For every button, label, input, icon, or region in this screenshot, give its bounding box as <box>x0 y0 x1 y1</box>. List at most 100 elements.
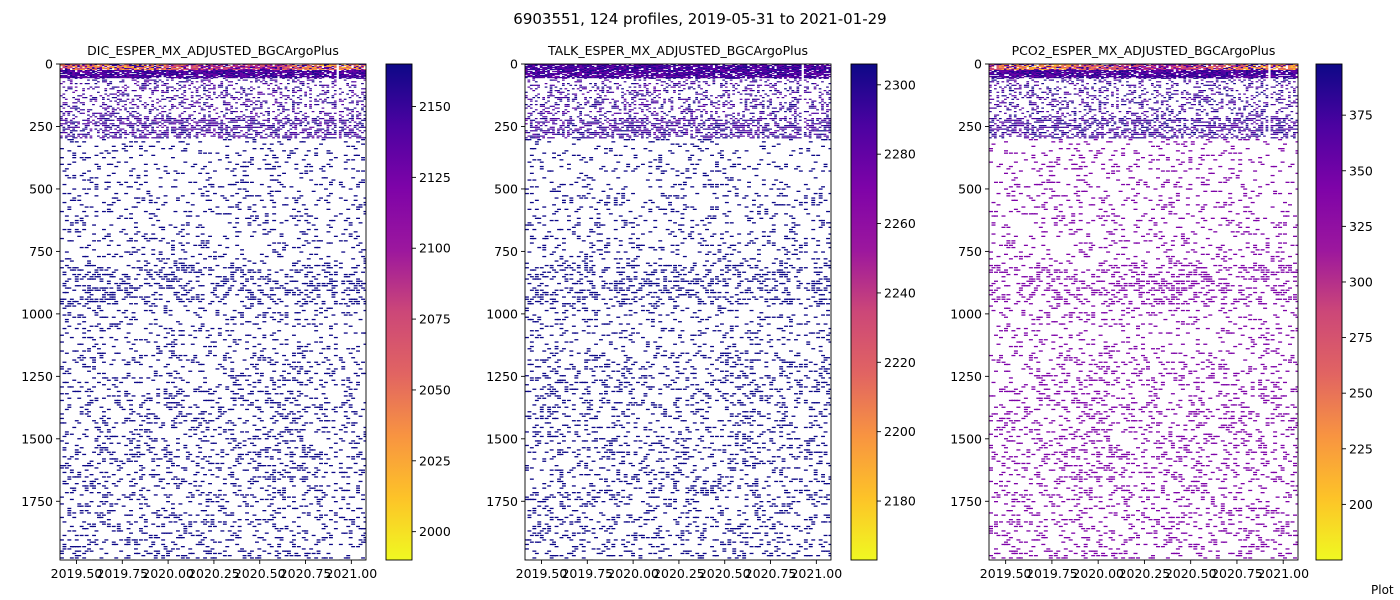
heatmap-cell <box>195 88 199 90</box>
heatmap-cell <box>183 77 187 79</box>
heatmap-cell <box>136 267 141 269</box>
heatmap-cell <box>124 539 129 541</box>
heatmap-cell <box>166 280 170 282</box>
heatmap-cell <box>183 74 187 76</box>
heatmap-cell <box>210 83 214 85</box>
heatmap-cell <box>269 316 274 318</box>
heatmap-cell <box>62 327 67 330</box>
heatmap-cell <box>109 93 113 95</box>
heatmap-cell <box>129 442 133 444</box>
heatmap-cell <box>99 118 103 120</box>
heatmap-cell <box>143 74 147 76</box>
heatmap-cell <box>97 168 101 170</box>
heatmap-cell <box>92 273 96 276</box>
heatmap-cell <box>180 132 184 134</box>
heatmap-cell <box>185 233 190 235</box>
heatmap-cell <box>77 390 82 393</box>
heatmap-cell <box>267 65 270 67</box>
heatmap-cell <box>69 224 74 226</box>
heatmap-cell <box>64 492 69 494</box>
heatmap-cell <box>111 377 116 379</box>
heatmap-cell <box>109 128 113 130</box>
heatmap-cell <box>153 318 158 321</box>
heatmap-cell <box>269 503 274 505</box>
heatmap-cell <box>252 386 257 388</box>
heatmap-cell <box>220 449 225 451</box>
heatmap-cell <box>203 165 207 168</box>
heatmap-cell <box>259 303 264 305</box>
heatmap-cell <box>119 67 122 69</box>
heatmap-cell <box>176 68 179 70</box>
heatmap-cell <box>176 555 180 557</box>
heatmap-cell <box>195 73 199 75</box>
heatmap-cell <box>161 64 164 66</box>
heatmap-cell <box>69 222 74 224</box>
heatmap-cell <box>158 105 162 107</box>
heatmap-cell <box>242 422 247 424</box>
heatmap-cell <box>104 81 108 83</box>
heatmap-cell <box>250 557 254 559</box>
heatmap-cell <box>148 69 152 71</box>
heatmap-cell <box>156 70 159 72</box>
heatmap-cell <box>62 104 66 106</box>
heatmap-cell <box>217 116 221 118</box>
heatmap-cell <box>92 70 95 72</box>
heatmap-cell <box>161 126 164 128</box>
heatmap-cell <box>208 303 212 305</box>
heatmap-cell <box>97 72 100 74</box>
heatmap-cell <box>245 121 248 123</box>
heatmap-cell <box>250 550 254 552</box>
heatmap-cell <box>74 361 79 363</box>
heatmap-cell <box>255 453 259 456</box>
heatmap-cell <box>134 350 138 352</box>
heatmap-cell <box>188 123 191 125</box>
heatmap-cell <box>190 128 194 130</box>
heatmap-cell <box>64 305 69 307</box>
heatmap-cell <box>104 487 109 489</box>
heatmap-cell <box>166 555 170 557</box>
heatmap-cell <box>200 126 204 128</box>
heatmap-cell <box>104 269 109 271</box>
heatmap-cell <box>284 316 289 318</box>
heatmap-cell <box>153 291 158 294</box>
heatmap-cell <box>264 83 268 85</box>
heatmap-cell <box>284 70 288 72</box>
heatmap-cell <box>131 68 135 70</box>
heatmap-cell <box>62 543 67 546</box>
heatmap-cell <box>242 165 247 168</box>
heatmap-cell <box>282 64 285 66</box>
heatmap-cell <box>62 282 67 285</box>
heatmap-cell <box>141 141 146 143</box>
heatmap-cell <box>222 66 226 68</box>
heatmap-cell <box>180 557 185 559</box>
heatmap-cell <box>176 390 180 393</box>
heatmap-cell <box>180 478 185 480</box>
heatmap-cell <box>183 289 188 291</box>
heatmap-cell <box>143 296 148 298</box>
heatmap-cell <box>139 121 142 123</box>
heatmap-cell <box>124 514 129 516</box>
heatmap-cell <box>158 67 162 69</box>
heatmap-cell <box>129 291 133 294</box>
heatmap-cell <box>242 66 246 68</box>
heatmap-cell <box>208 525 212 528</box>
heatmap-cell <box>277 135 280 137</box>
heatmap-cell <box>136 67 140 69</box>
heatmap-cell <box>217 135 221 137</box>
heatmap-cell <box>116 125 120 127</box>
heatmap-cell <box>240 494 244 496</box>
heatmap-cell <box>136 116 140 118</box>
heatmap-cell <box>208 161 212 163</box>
heatmap-cell <box>158 426 163 429</box>
heatmap-cell <box>225 64 228 66</box>
heatmap-cell <box>235 206 240 208</box>
heatmap-cell <box>205 336 210 339</box>
heatmap-cell <box>269 77 273 79</box>
heatmap-cell <box>279 285 284 287</box>
heatmap-cell <box>277 114 280 116</box>
heatmap-cell <box>74 83 78 85</box>
heatmap-cell <box>200 307 205 309</box>
heatmap-cell <box>183 258 188 260</box>
heatmap-cell <box>104 107 108 109</box>
heatmap-cell <box>220 406 225 408</box>
